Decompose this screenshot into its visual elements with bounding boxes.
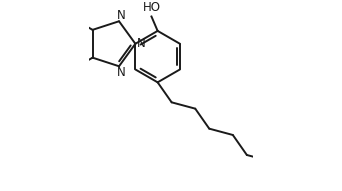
Text: HO: HO	[143, 2, 160, 15]
Text: N: N	[137, 37, 146, 50]
Text: N: N	[117, 9, 125, 22]
Text: N: N	[117, 66, 125, 79]
